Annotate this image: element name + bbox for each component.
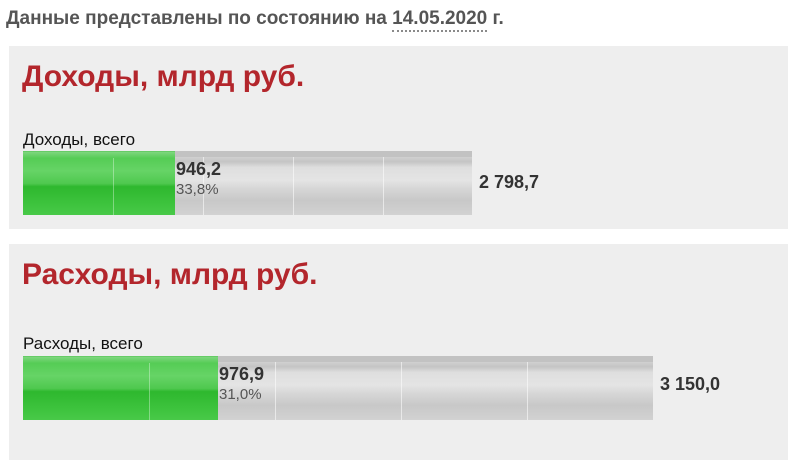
income-percent: 33,8% bbox=[176, 181, 219, 198]
expense-progress-bar[interactable]: 976,9 31,0% bbox=[23, 356, 653, 420]
expense-panel: Расходы, млрд руб. Расходы, всего 976,9 … bbox=[9, 244, 788, 460]
income-bar-label: Доходы, всего bbox=[23, 130, 136, 149]
header-date-link[interactable]: 14.05.2020 bbox=[392, 8, 488, 32]
income-panel: Доходы, млрд руб. Доходы, всего 946,2 33… bbox=[9, 46, 788, 229]
income-progress-bar[interactable]: 946,2 33,8% bbox=[23, 151, 472, 215]
header-prefix: Данные представлены по состоянию на bbox=[6, 8, 387, 29]
income-title: Доходы, млрд руб. bbox=[22, 60, 305, 93]
income-progress-fill bbox=[23, 151, 175, 215]
expense-title: Расходы, млрд руб. bbox=[22, 258, 318, 291]
expense-progress-fill bbox=[23, 356, 218, 420]
data-date-header: Данные представлены по состоянию на 14.0… bbox=[6, 8, 504, 32]
expense-percent: 31,0% bbox=[219, 386, 262, 403]
header-suffix: г. bbox=[492, 8, 504, 29]
income-total: 2 798,7 bbox=[479, 172, 540, 192]
expense-value: 976,9 bbox=[219, 364, 265, 384]
expense-bar-label: Расходы, всего bbox=[23, 334, 143, 353]
income-value: 946,2 bbox=[176, 159, 222, 179]
expense-total: 3 150,0 bbox=[660, 374, 721, 394]
